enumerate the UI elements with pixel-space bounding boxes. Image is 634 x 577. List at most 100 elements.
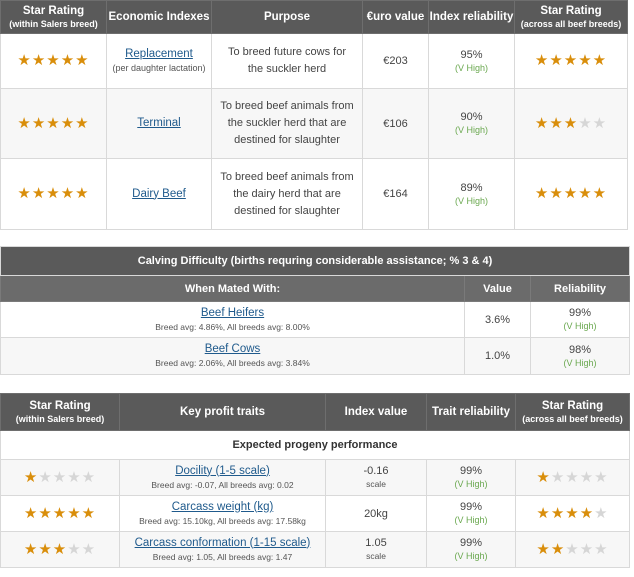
header-economic-indexes: Economic Indexes <box>106 0 212 34</box>
star-icon: ★ <box>578 185 593 202</box>
star-icon: ★ <box>565 468 580 486</box>
purpose-text: To breed future cows for the suckler her… <box>211 33 363 89</box>
breed-average: Breed avg: 4.86%, All breeds avg: 8.00% <box>155 321 310 332</box>
star-icon: ★ <box>67 540 82 558</box>
star-icon: ★ <box>565 504 580 522</box>
star-icon: ★ <box>594 468 609 486</box>
star-icon: ★ <box>549 52 564 69</box>
star-rating-all: ★★★★★ <box>536 506 608 521</box>
star-icon: ★ <box>594 540 609 558</box>
star-icon: ★ <box>52 504 68 522</box>
calving-value: 1.0% <box>464 337 531 375</box>
star-icon: ★ <box>52 468 68 486</box>
star-icon: ★ <box>46 52 61 69</box>
star-icon: ★ <box>534 114 550 132</box>
star-icon: ★ <box>549 185 564 202</box>
index-value: 1.05 <box>365 537 387 549</box>
reliability-percent: 95% <box>460 48 483 61</box>
index-link-terminal[interactable]: Terminal <box>137 117 181 129</box>
table-row: ★★★★★ Dairy Beef To breed beef animals f… <box>0 158 628 230</box>
value-unit: scale <box>366 479 386 489</box>
reliability-level: (V High) <box>454 551 488 561</box>
star-icon: ★ <box>60 114 76 132</box>
star-icon: ★ <box>81 540 97 558</box>
star-rating-all: ★★★★★ <box>536 470 608 485</box>
star-icon: ★ <box>563 114 579 132</box>
reliability-level: (V High) <box>454 515 488 525</box>
star-icon: ★ <box>536 468 551 486</box>
purpose-text: To breed beef animals from the dairy her… <box>211 158 363 230</box>
reliability-percent: 99% <box>459 537 483 549</box>
star-rating-within: ★★★★★ <box>17 186 89 201</box>
star-icon: ★ <box>81 468 97 486</box>
star-icon: ★ <box>17 114 32 132</box>
reliability-level: (V High) <box>454 125 488 135</box>
table-row: Beef Heifers Breed avg: 4.86%, All breeds… <box>0 301 631 338</box>
table-row: ★★★★★ Docility (1-5 scale) Breed avg: -0.… <box>0 459 630 496</box>
star-icon: ★ <box>594 504 609 522</box>
reliability-percent: 98% <box>569 343 592 356</box>
header-star-rating-within: Star Rating (within Salers breed) <box>0 0 107 34</box>
header-mated-with: When Mated With: <box>0 275 465 302</box>
star-icon: ★ <box>592 185 608 202</box>
euro-value: €203 <box>362 33 429 89</box>
table-row: ★★★★★ Carcass weight (kg) Breed avg: 15.1… <box>0 495 630 532</box>
star-icon: ★ <box>579 540 595 558</box>
euro-value: €164 <box>362 158 429 230</box>
index-value: -0.16 <box>363 465 389 477</box>
header-purpose: Purpose <box>211 0 363 34</box>
carcass-weight-link[interactable]: Carcass weight (kg) <box>171 500 274 513</box>
star-rating-within: ★★★★★ <box>17 53 89 68</box>
index-sub-label: (per daughter lactation) <box>112 63 206 73</box>
star-icon: ★ <box>31 52 47 69</box>
key-profit-traits-table: Star Rating (within Salers breed) Key pro… <box>0 393 630 568</box>
calving-value: 3.6% <box>464 301 531 338</box>
star-icon: ★ <box>579 468 595 486</box>
star-icon: ★ <box>536 540 551 558</box>
reliability-level: (V High) <box>563 321 597 331</box>
index-link-replacement[interactable]: Replacement <box>125 48 193 60</box>
table-row: ★★★★★ Terminal To breed beef animals fro… <box>0 88 628 159</box>
table-header-row: Star Rating (within Salers breed) Key pro… <box>0 393 630 431</box>
carcass-conformation-link[interactable]: Carcass conformation (1-15 scale) <box>134 536 311 549</box>
star-icon: ★ <box>75 52 90 69</box>
index-link-dairy-beef[interactable]: Dairy Beef <box>132 187 186 200</box>
star-icon: ★ <box>46 185 61 202</box>
expected-progeny-title: Expected progeny performance <box>0 430 630 460</box>
star-icon: ★ <box>549 114 564 132</box>
star-icon: ★ <box>534 185 550 202</box>
euro-value: €106 <box>362 88 429 159</box>
star-rating-all: ★★★★★ <box>535 186 607 201</box>
star-icon: ★ <box>81 504 97 522</box>
table-header-row: Star Rating (within Salers breed) Economi… <box>0 0 628 34</box>
star-icon: ★ <box>536 504 551 522</box>
docility-link[interactable]: Docility (1-5 scale) <box>175 464 270 477</box>
star-icon: ★ <box>38 504 53 522</box>
reliability-level: (V High) <box>454 195 488 206</box>
header-reliability: Reliability <box>529 275 631 302</box>
star-icon: ★ <box>534 52 550 69</box>
beef-heifers-link[interactable]: Beef Heifers <box>200 306 265 319</box>
star-icon: ★ <box>23 504 39 522</box>
table-row: Beef Cows Breed avg: 2.06%, All breeds av… <box>0 337 631 375</box>
star-icon: ★ <box>578 52 593 69</box>
star-icon: ★ <box>75 114 90 132</box>
star-rating-within: ★★★★★ <box>24 542 96 557</box>
beef-cows-link[interactable]: Beef Cows <box>204 343 261 355</box>
star-icon: ★ <box>75 185 90 202</box>
star-icon: ★ <box>67 504 82 522</box>
star-icon: ★ <box>52 540 68 558</box>
calving-difficulty-title: Calving Difficulty (births requring cons… <box>0 246 631 276</box>
star-icon: ★ <box>578 114 593 132</box>
economic-indexes-table: Star Rating (within Salers breed) Economi… <box>0 0 628 230</box>
star-rating-within: ★★★★★ <box>24 506 96 521</box>
star-icon: ★ <box>60 52 76 69</box>
star-icon: ★ <box>592 114 608 132</box>
star-icon: ★ <box>550 540 566 558</box>
star-icon: ★ <box>38 468 53 486</box>
star-icon: ★ <box>31 114 47 132</box>
reliability-percent: 90% <box>460 111 483 123</box>
star-icon: ★ <box>23 540 39 558</box>
calving-difficulty-table: Calving Difficulty (births requring cons… <box>0 246 631 375</box>
breed-average: Breed avg: -0.07, All breeds avg: 0.02 <box>151 479 294 490</box>
